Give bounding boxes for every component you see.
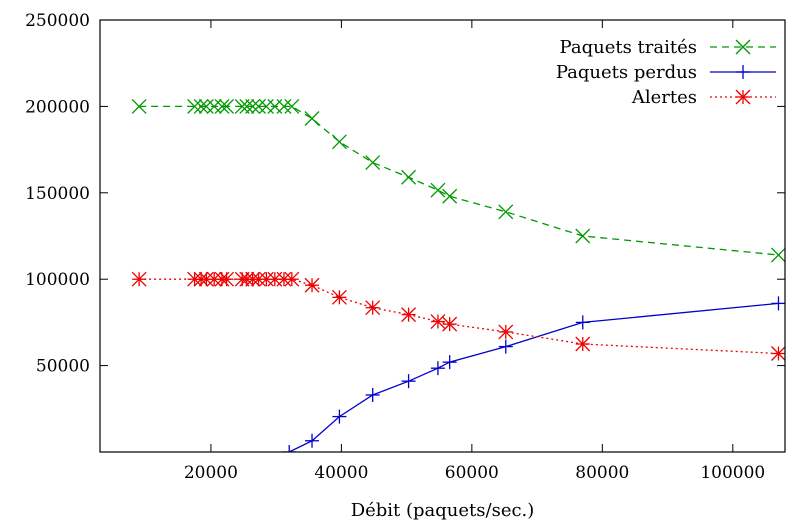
data-point-alertes (331, 289, 347, 305)
data-point-paquets-perdus (771, 296, 785, 311)
legend-label: Paquets traités (560, 37, 697, 58)
data-point-paquets-trait-s (498, 204, 514, 220)
legend-label: Alertes (631, 87, 697, 108)
legend: Paquets traités Paquets perdus Alertes (556, 37, 776, 108)
data-point-paquets-trait-s (219, 98, 235, 114)
data-point-alertes (219, 271, 235, 287)
legend-marker (735, 39, 751, 55)
data-point-paquets-trait-s (304, 111, 320, 126)
data-point-paquets-perdus (498, 339, 513, 354)
data-point-paquets-perdus (430, 361, 445, 376)
data-point-alertes (284, 271, 300, 287)
data-point-paquets-trait-s (331, 134, 347, 150)
series-line-alertes (139, 278, 779, 355)
x-tick-label: 20000 (184, 463, 238, 483)
data-point-alertes (304, 277, 320, 293)
data-point-paquets-perdus (442, 355, 457, 370)
plot-area-frame (99, 19, 786, 453)
series-line-paquets-trait-s (139, 105, 779, 256)
data-point-paquets-trait-s (365, 155, 381, 171)
data-point-paquets-trait-s (401, 169, 417, 185)
data-point-paquets-trait-s (430, 182, 446, 198)
axis-ticks: 20000 40000 60000 80000 100000 50000 100000 150… (25, 11, 785, 483)
x-tick-label: 60000 (445, 463, 499, 483)
legend-item-paquets-trait-s: Paquets traités (560, 37, 776, 58)
data-point-paquets-perdus (401, 374, 416, 389)
series-paquets-trait-s (131, 98, 785, 263)
data-point-paquets-perdus (332, 409, 347, 424)
data-point-paquets-trait-s (245, 98, 261, 114)
data-point-alertes (401, 307, 417, 323)
data-point-paquets-trait-s (187, 98, 203, 114)
data-point-alertes (131, 271, 147, 287)
data-point-paquets-trait-s (276, 98, 292, 114)
data-point-alertes (430, 314, 446, 329)
x-tick-label: 40000 (314, 463, 368, 483)
data-point-paquets-trait-s (771, 247, 785, 263)
y-tick-label: 200000 (25, 97, 90, 117)
data-point-paquets-trait-s (131, 98, 147, 114)
data-point-paquets-perdus (365, 387, 380, 402)
y-tick-label: 250000 (25, 11, 90, 31)
x-axis-title: Débit (paquets/sec.) (351, 500, 535, 521)
data-point-paquets-trait-s (214, 98, 230, 114)
data-point-paquets-trait-s (251, 98, 266, 114)
data-point-paquets-trait-s (284, 98, 300, 114)
legend-marker (735, 89, 751, 105)
y-tick-label: 150000 (25, 184, 90, 204)
data-point-paquets-perdus (575, 315, 590, 330)
series-alertes (131, 271, 785, 361)
series-paquets-perdus (282, 296, 785, 452)
data-point-alertes (365, 300, 381, 316)
y-tick-label: 50000 (36, 357, 90, 377)
data-point-paquets-trait-s (239, 98, 255, 114)
x-tick-label: 80000 (575, 463, 629, 483)
data-point-paquets-trait-s (193, 98, 209, 114)
y-tick-label: 100000 (25, 270, 90, 290)
data-point-alertes (771, 346, 785, 361)
data-point-paquets-trait-s (198, 98, 214, 114)
data-point-alertes (575, 336, 591, 352)
series-layer (131, 98, 785, 452)
legend-item-paquets-perdus: Paquets perdus (556, 62, 776, 83)
data-point-paquets-trait-s (234, 98, 250, 114)
data-point-paquets-trait-s (206, 98, 222, 114)
data-point-paquets-perdus (305, 433, 320, 448)
data-point-alertes (498, 324, 514, 340)
legend-item-alertes: Alertes (631, 87, 776, 108)
data-point-paquets-trait-s (575, 228, 591, 244)
data-point-paquets-perdus (282, 445, 297, 452)
legend-marker (736, 65, 750, 79)
legend-label: Paquets perdus (556, 62, 697, 83)
data-point-paquets-trait-s (442, 188, 458, 204)
series-line-paquets-perdus (288, 302, 779, 452)
data-point-alertes (206, 271, 222, 287)
data-point-alertes (442, 316, 458, 332)
x-tick-label: 100000 (700, 463, 765, 483)
